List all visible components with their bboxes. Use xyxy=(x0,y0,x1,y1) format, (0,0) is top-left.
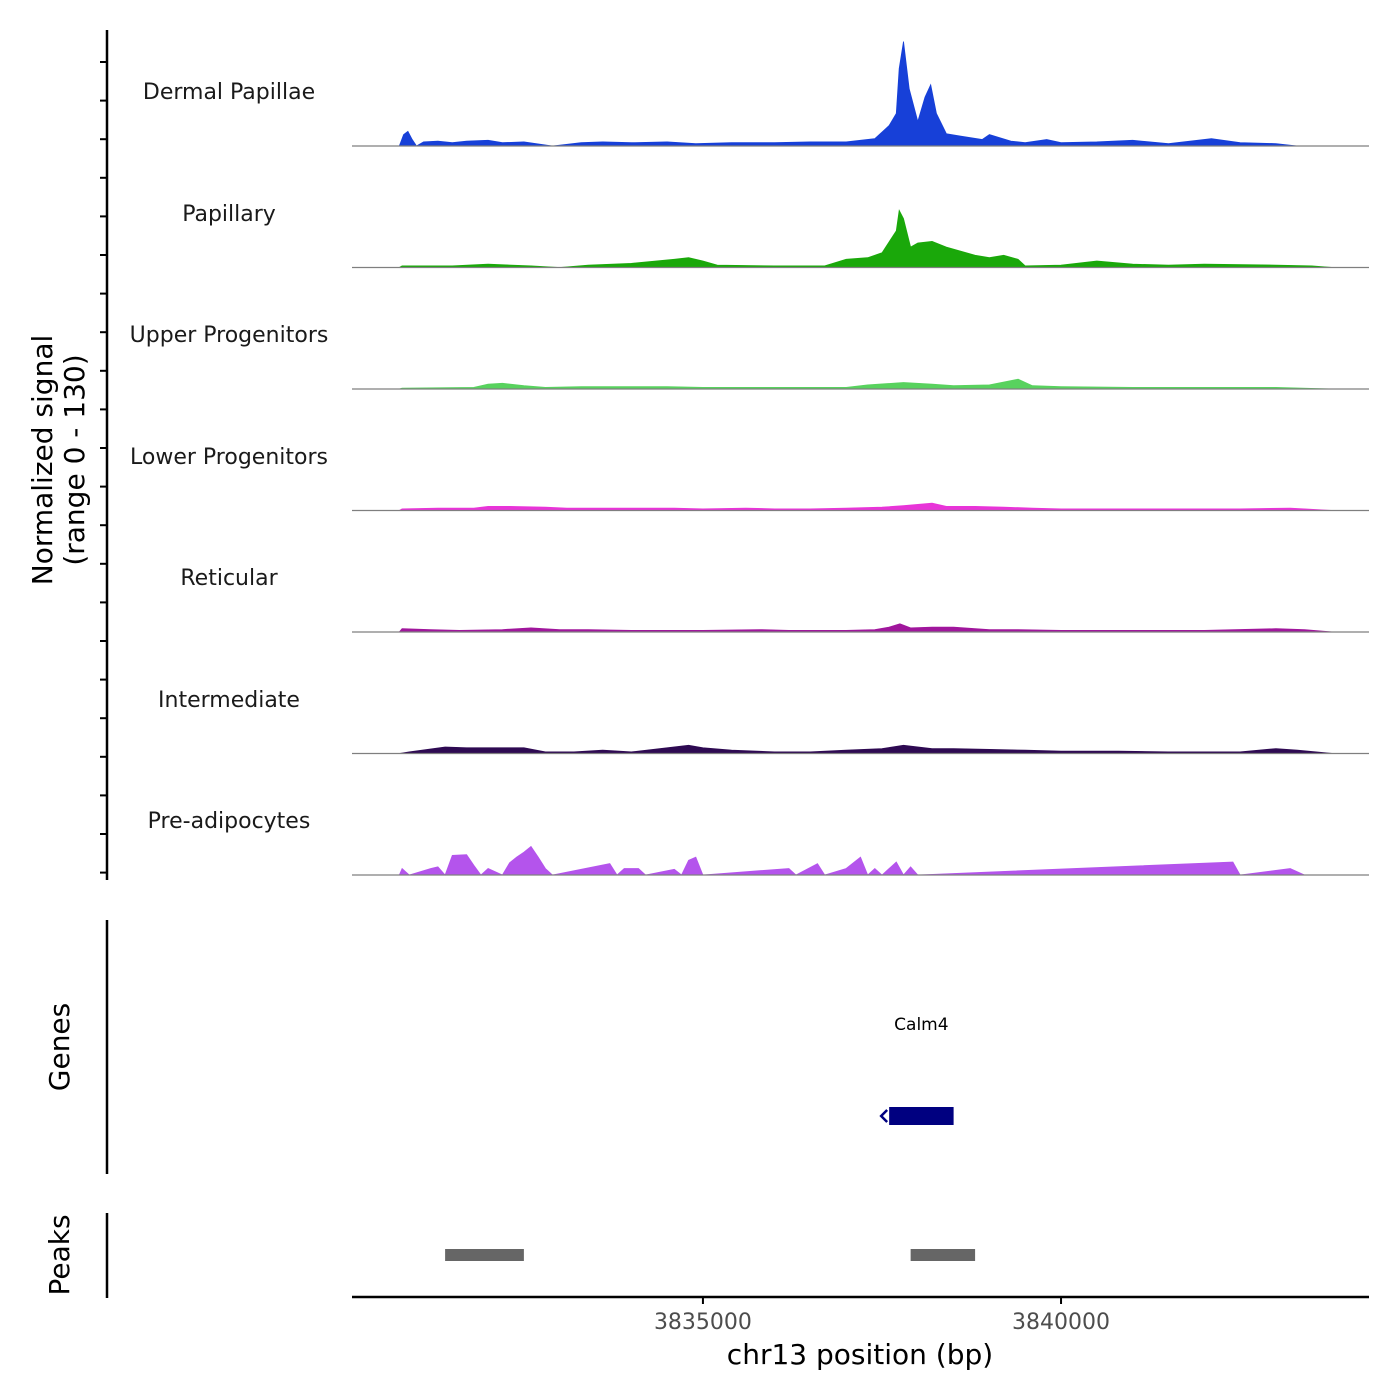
signal-area-intermediate xyxy=(399,744,1334,754)
signal-tracks xyxy=(352,41,1369,876)
track-label-papillary: Papillary xyxy=(182,202,276,227)
track-label-dermal-papillae: Dermal Papillae xyxy=(143,80,315,105)
track-label-pre-adipocytes: Pre-adipocytes xyxy=(148,809,311,834)
signal-y-range: (range 0 - 130) xyxy=(58,354,91,565)
genes-panel-title: Genes xyxy=(43,1003,76,1091)
signal-area-reticular xyxy=(398,623,1334,633)
peaks-panel-title: Peaks xyxy=(43,1214,76,1295)
signal-area-dermal-papillae xyxy=(398,41,1298,147)
track-label-intermediate: Intermediate xyxy=(158,688,300,713)
peak-2[interactable] xyxy=(910,1249,976,1261)
track-label-upper-progenitors: Upper Progenitors xyxy=(130,323,329,348)
x-ticks: 3835000 3840000 xyxy=(654,1297,1110,1335)
gene-calm4-body[interactable] xyxy=(889,1107,954,1125)
signal-area-upper-progenitors xyxy=(399,378,1334,390)
x-axis-title: chr13 position (bp) xyxy=(727,1338,993,1371)
signal-area-pre-adipocytes xyxy=(398,845,1305,876)
peak-1[interactable] xyxy=(445,1249,524,1261)
signal-y-title: Normalized signal xyxy=(26,335,59,586)
track-label-lower-progenitors: Lower Progenitors xyxy=(130,445,328,470)
x-tick-label: 3835000 xyxy=(654,1310,752,1335)
signal-area-lower-progenitors xyxy=(397,502,1334,511)
genes-layer: Calm4 xyxy=(879,1015,954,1125)
signal-area-papillary xyxy=(397,209,1334,268)
peaks-layer xyxy=(445,1249,976,1261)
signal-y-ticks xyxy=(100,61,107,874)
x-tick-label: 3840000 xyxy=(1012,1310,1110,1335)
gene-label-calm4: Calm4 xyxy=(894,1015,948,1035)
track-label-reticular: Reticular xyxy=(180,566,278,591)
gene-strand-arrow xyxy=(879,1109,889,1123)
track-labels: Dermal Papillae Papillary Upper Progenit… xyxy=(130,80,329,834)
